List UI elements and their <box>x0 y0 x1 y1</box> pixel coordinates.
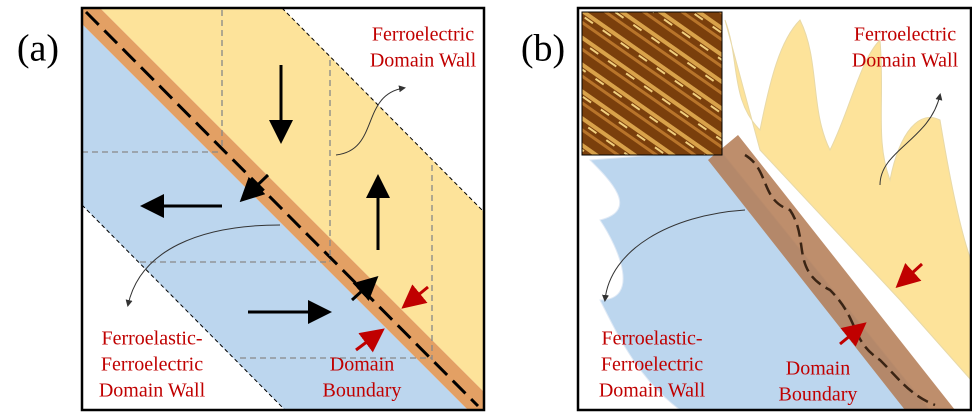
label: Ferroelastic- <box>101 328 202 350</box>
label: Domain <box>330 354 394 376</box>
label: Domain <box>786 358 850 380</box>
afm-inset <box>582 12 722 155</box>
panel-b: (b) Ferroelectric Domain Wall Ferroelast… <box>521 8 971 410</box>
label: Ferroelastic- <box>601 328 702 350</box>
label: Domain Wall <box>370 50 477 72</box>
label: Boundary <box>323 380 402 402</box>
label: Domain Wall <box>852 50 959 72</box>
label: Domain Wall <box>99 380 206 402</box>
label: Ferroelectric <box>601 354 703 376</box>
figure: (a) Ferroelectric Domain Wall Ferroelast… <box>0 0 972 413</box>
label: Ferroelectric <box>372 24 474 46</box>
panel-label: (a) <box>17 28 59 70</box>
label: Ferroelectric <box>101 354 203 376</box>
panel-a: (a) Ferroelectric Domain Wall Ferroelast… <box>17 8 484 410</box>
label: Domain Wall <box>599 380 706 402</box>
label: Boundary <box>779 384 858 406</box>
label: Ferroelectric <box>854 24 956 46</box>
panel-label: (b) <box>521 28 565 70</box>
